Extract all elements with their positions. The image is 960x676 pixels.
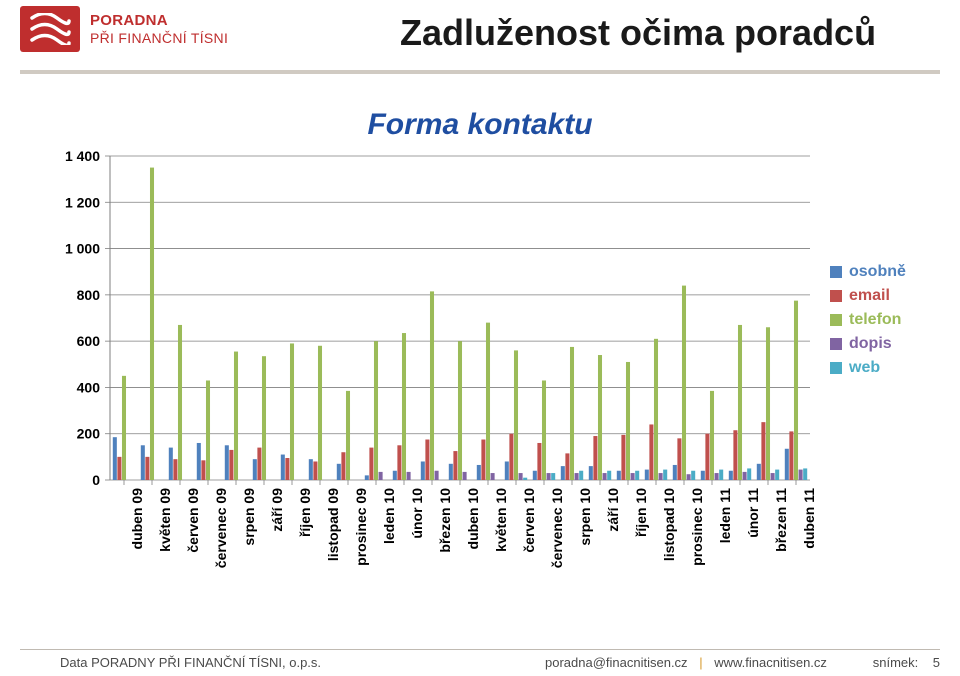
footer-divider: [20, 649, 940, 650]
x-axis-label: listopad 10: [661, 488, 677, 584]
x-axis-label: září 09: [269, 488, 285, 584]
x-axis-label: únor 10: [409, 488, 425, 584]
slide-header: PORADNA PŘI FINANČNÍ TÍSNI Zadluženost o…: [0, 0, 960, 80]
logo-text: PORADNA PŘI FINANČNÍ TÍSNI: [90, 12, 228, 45]
x-axis-label: květen 10: [493, 488, 509, 584]
legend-swatch-icon: [830, 314, 842, 326]
footer-sep-icon: |: [699, 655, 702, 670]
legend-swatch-icon: [830, 290, 842, 302]
legend-item: telefon: [830, 311, 930, 329]
legend-swatch-icon: [830, 362, 842, 374]
logo: PORADNA PŘI FINANČNÍ TÍSNI: [20, 6, 228, 52]
x-axis-label: srpen 10: [577, 488, 593, 584]
slide-number: 5: [933, 655, 940, 670]
slide-label: snímek:: [873, 655, 919, 670]
footer-links: poradna@finacnitisen.cz | www.finacnitis…: [545, 655, 827, 670]
slide-footer: Data PORADNY PŘI FINANČNÍ TÍSNI, o.p.s. …: [0, 646, 960, 676]
legend-item: email: [830, 287, 930, 305]
logo-icon: [20, 6, 80, 52]
x-axis-label: srpen 09: [241, 488, 257, 584]
page-title: Zadluženost očima poradců: [400, 12, 940, 54]
x-axis-label: leden 11: [717, 488, 733, 584]
x-axis-labels: duben 09 květen 09 červen 09 červenec 09 srp…: [40, 108, 920, 588]
legend-item: osobně: [830, 263, 930, 281]
legend-label: email: [849, 287, 890, 305]
legend-label: telefon: [849, 311, 901, 329]
x-axis-label: duben 09: [129, 488, 145, 584]
footer-source: Data PORADNY PŘI FINANČNÍ TÍSNI, o.p.s.: [60, 655, 321, 670]
x-axis-label: červen 09: [185, 488, 201, 584]
header-divider: [20, 70, 940, 74]
legend-swatch-icon: [830, 266, 842, 278]
legend-item: web: [830, 359, 930, 377]
x-axis-label: leden 10: [381, 488, 397, 584]
x-axis-label: únor 11: [745, 488, 761, 584]
x-axis-label: duben 11: [801, 488, 817, 584]
footer-slide-no: snímek: 5: [873, 655, 940, 670]
x-axis-label: květen 09: [157, 488, 173, 584]
x-axis-label: listopad 09: [325, 488, 341, 584]
x-axis-label: říjen 09: [297, 488, 313, 584]
x-axis-label: říjen 10: [633, 488, 649, 584]
x-axis-label: duben 10: [465, 488, 481, 584]
chart-container: Forma kontaktu 02004006008001 0001 2001 …: [40, 108, 920, 588]
x-axis-label: březen 10: [437, 488, 453, 584]
logo-line1: PORADNA: [90, 12, 228, 29]
legend-label: web: [849, 359, 880, 377]
x-axis-label: prosinec 10: [689, 488, 705, 584]
x-axis-label: červen 10: [521, 488, 537, 584]
footer-web: www.finacnitisen.cz: [714, 655, 827, 670]
x-axis-label: září 10: [605, 488, 621, 584]
legend-label: dopis: [849, 335, 892, 353]
chart-legend: osobně email telefon dopis web: [830, 263, 930, 383]
x-axis-label: březen 11: [773, 488, 789, 584]
legend-item: dopis: [830, 335, 930, 353]
x-axis-label: prosinec 09: [353, 488, 369, 584]
x-axis-label: červenec 09: [213, 488, 229, 584]
x-axis-label: červenec 10: [549, 488, 565, 584]
legend-label: osobně: [849, 263, 906, 281]
footer-email: poradna@finacnitisen.cz: [545, 655, 688, 670]
logo-line2: PŘI FINANČNÍ TÍSNI: [90, 30, 228, 46]
legend-swatch-icon: [830, 338, 842, 350]
